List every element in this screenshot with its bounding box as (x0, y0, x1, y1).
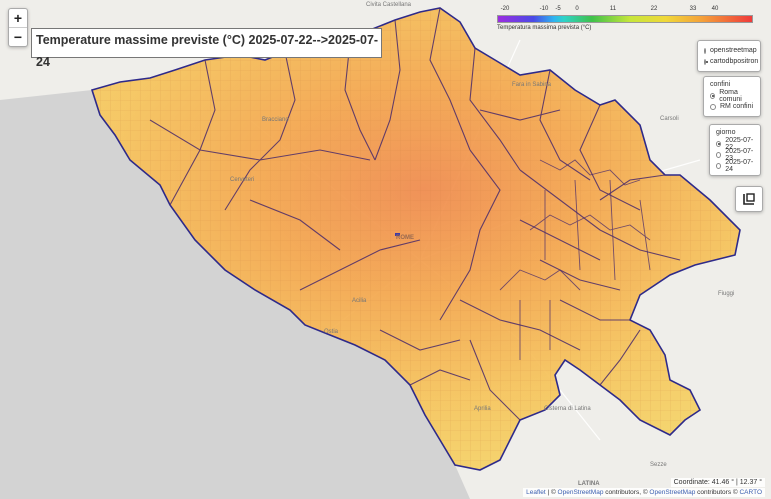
giorno-option[interactable]: 2025-07-22 (716, 136, 754, 151)
legend-color-bar (497, 15, 753, 23)
place-label: Fara in Sabina (512, 82, 552, 88)
legend-tick: -20 (500, 6, 510, 12)
giorno-option[interactable]: 2025-07-24 (716, 158, 754, 173)
osm-link[interactable]: OpenStreetMap (649, 489, 696, 496)
radio-icon[interactable] (716, 140, 722, 147)
radio-icon[interactable] (716, 151, 722, 158)
place-label: Civita Castellana (366, 2, 412, 8)
zoom-out-button[interactable]: − (13, 29, 23, 45)
leaflet-link[interactable]: Leaflet (526, 489, 546, 496)
basemap-option[interactable]: cartodbpositron (704, 56, 758, 67)
legend-tick: 11 (609, 6, 617, 12)
radio-icon[interactable] (710, 103, 716, 110)
confini-option-label: RM confini (720, 103, 754, 110)
coordinate-readout: Coordinate: 41.46 ° | 12.37 ° (670, 478, 765, 487)
radio-icon[interactable] (710, 92, 716, 99)
fullscreen-icon (743, 193, 755, 205)
radio-icon[interactable] (704, 47, 706, 54)
legend-tick: 40 (711, 6, 719, 12)
place-label: ROME (396, 235, 414, 241)
attribution: Leaflet | © OpenStreetMap contributors, … (523, 488, 765, 497)
place-label: Sezze (650, 462, 667, 468)
carto-link[interactable]: CARTO (739, 489, 762, 496)
attribution-text: contributors © (695, 489, 740, 496)
basemap-option[interactable]: openstreetmap (704, 45, 757, 56)
basemap-layer-control: openstreetmap cartodbpositron (697, 40, 761, 72)
giorno-option[interactable]: 2025-07-23 (716, 147, 754, 162)
giorno-option-label: 2025-07-23 (725, 147, 754, 162)
confini-option[interactable]: RM confini (710, 101, 754, 112)
legend-tick: 33 (689, 6, 697, 12)
place-label: Ostia (324, 329, 339, 335)
place-label: LATINA (578, 481, 600, 487)
zoom-control: + − (8, 8, 28, 47)
place-label: Aprilia (474, 406, 491, 412)
place-label: Bracciano (262, 117, 289, 123)
giorno-header: giorno (716, 129, 736, 136)
legend-caption: Temperatura massima prevista (°C) (497, 25, 592, 31)
confini-layer-control: confini Roma comuni RM confini (703, 76, 761, 117)
attribution-text: | © (545, 489, 558, 496)
color-legend: -20 -10 -5 0 11 22 33 40 Temperatura mas… (497, 6, 753, 31)
radio-icon[interactable] (704, 58, 708, 65)
place-label: Cisterna di Latina (544, 406, 591, 412)
place-label: Cerveteri (230, 177, 255, 183)
legend-tick: 22 (650, 6, 658, 12)
map-title: Temperature massime previste (°C) 2025-0… (31, 28, 382, 69)
place-label: Acilia (352, 298, 367, 304)
basemap-option-label: openstreetmap (710, 47, 757, 54)
place-label: Fiuggi (718, 291, 735, 297)
zoom-in-button[interactable]: + (9, 9, 27, 28)
giorno-layer-control: giorno 2025-07-22 2025-07-23 2025-07-24 (709, 124, 761, 176)
confini-header: confini (710, 81, 731, 88)
radio-icon[interactable] (716, 162, 722, 169)
confini-option-label: Roma comuni (719, 88, 742, 103)
legend-tick: -5 (555, 6, 561, 12)
attribution-text: contributors, © (603, 489, 650, 496)
giorno-option-label: 2025-07-24 (725, 158, 754, 173)
giorno-option-label: 2025-07-22 (725, 136, 754, 151)
fullscreen-button[interactable] (735, 186, 763, 212)
legend-tick: 0 (575, 6, 579, 12)
basemap-option-label: cartodbpositron (710, 58, 759, 65)
legend-tick: -10 (539, 6, 549, 12)
osm-link[interactable]: OpenStreetMap (557, 489, 604, 496)
legend-ticks: -20 -10 -5 0 11 22 33 40 (497, 6, 753, 15)
confini-option[interactable]: Roma comuni (710, 88, 754, 103)
place-label: Carsoli (660, 116, 679, 122)
